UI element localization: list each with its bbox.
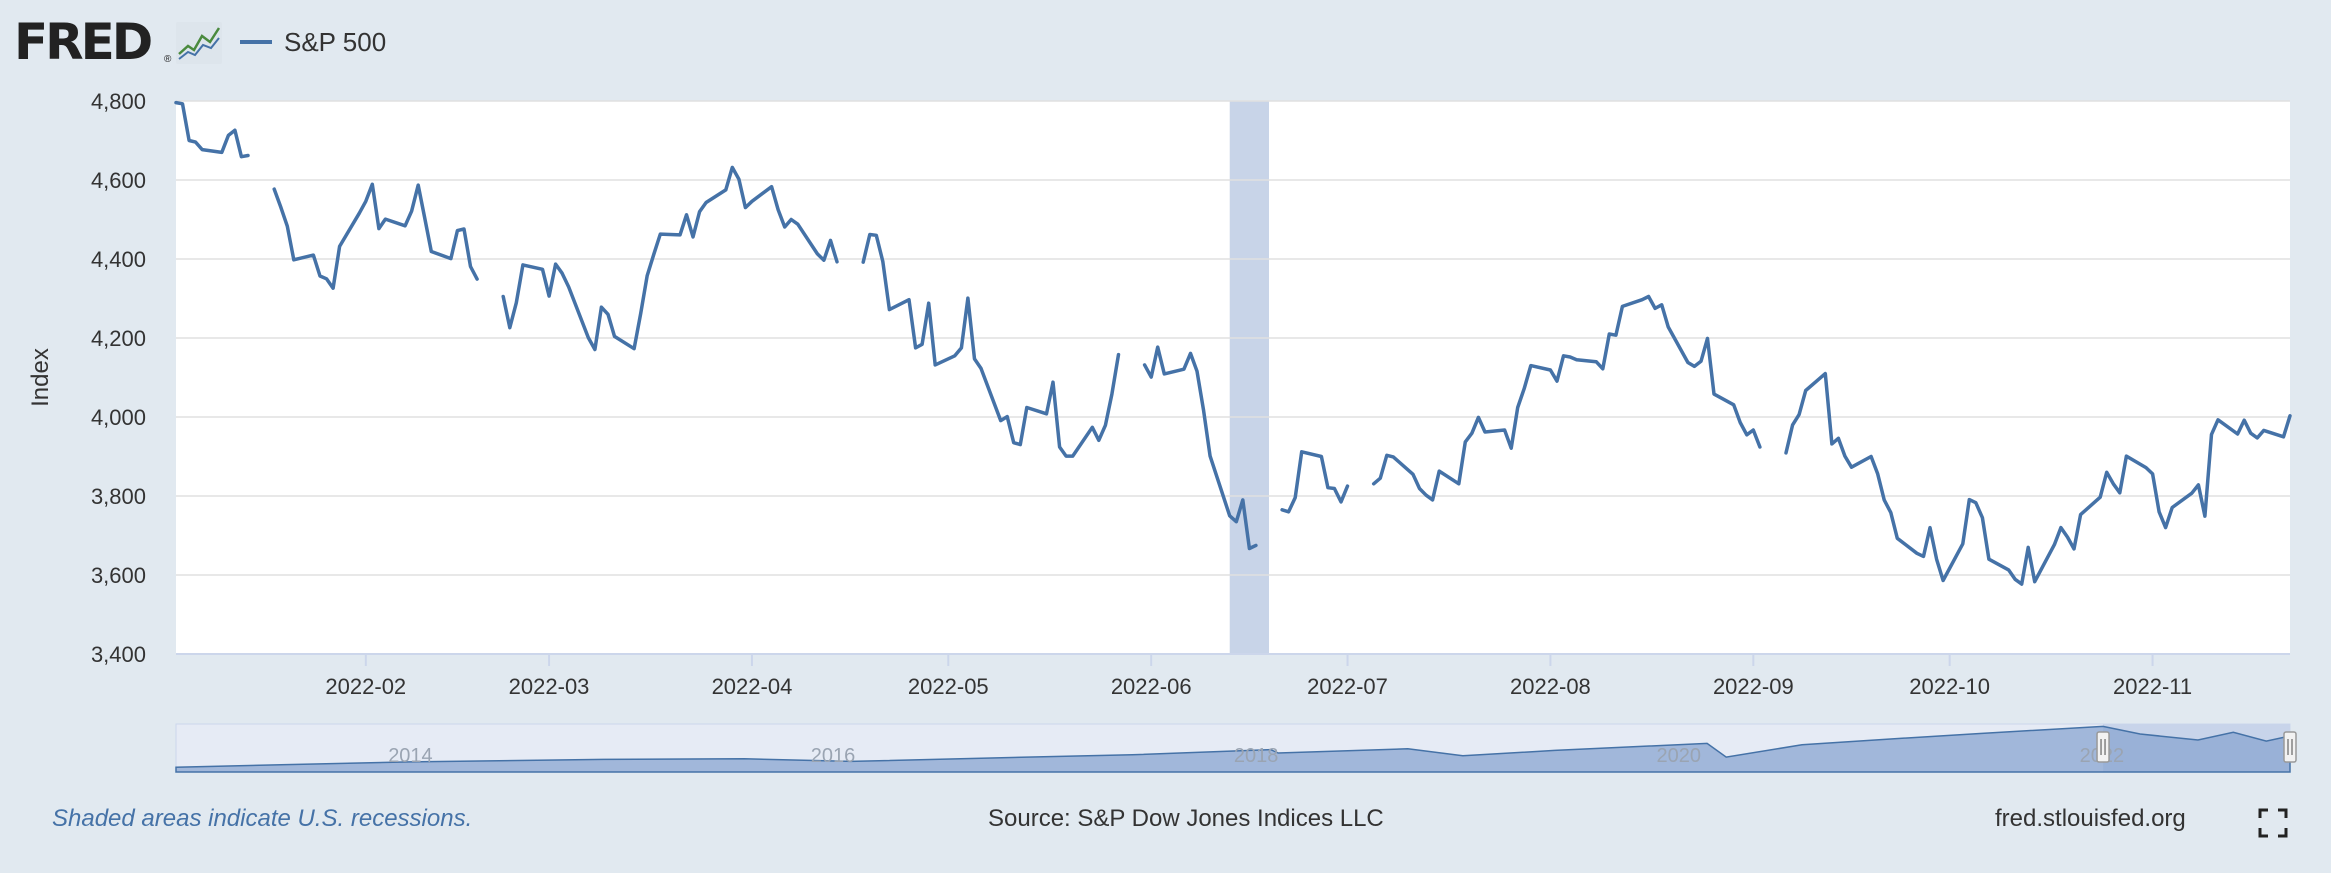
series-line-segment bbox=[501, 165, 839, 352]
y-tick-label: 4,000 bbox=[91, 405, 146, 430]
source-note: Source: S&P Dow Jones Indices LLC bbox=[988, 805, 1384, 832]
x-tick-label: 2022-06 bbox=[1111, 674, 1192, 699]
navigator-handle[interactable] bbox=[2283, 731, 2297, 763]
x-tick-label: 2022-10 bbox=[1909, 674, 1990, 699]
navigator-tick-label: 2018 bbox=[1234, 745, 1279, 767]
y-tick-label: 4,200 bbox=[91, 326, 146, 351]
series-line-segment bbox=[1280, 450, 1350, 514]
x-tick-label: 2022-08 bbox=[1510, 674, 1591, 699]
chart-spark-icon bbox=[176, 22, 222, 64]
series-line-segment bbox=[1371, 294, 1762, 502]
series-line-segment bbox=[1784, 371, 2292, 586]
x-tick-label: 2022-09 bbox=[1713, 674, 1794, 699]
navigator-handle[interactable] bbox=[2096, 731, 2110, 763]
navigator-tick-label: 2020 bbox=[1656, 745, 1701, 767]
fred-registered-mark: ® bbox=[164, 54, 172, 65]
series-line-segment bbox=[861, 232, 1121, 458]
x-tick-label: 2022-02 bbox=[325, 674, 406, 699]
chart-legend[interactable]: S&P 500 bbox=[240, 22, 386, 62]
x-tick-label: 2022-05 bbox=[908, 674, 989, 699]
navigator-series bbox=[175, 725, 2291, 773]
navigator-tick-label: 2016 bbox=[811, 745, 856, 767]
x-tick-label: 2022-04 bbox=[712, 674, 793, 699]
x-tick-label: 2022-07 bbox=[1307, 674, 1388, 699]
legend-label: S&P 500 bbox=[284, 26, 387, 57]
legend-swatch bbox=[240, 40, 272, 44]
fred-logo[interactable]: FRED bbox=[14, 13, 153, 71]
series-line-segment bbox=[272, 182, 479, 290]
y-tick-label: 3,800 bbox=[91, 484, 146, 509]
navigator-tick-label: 2014 bbox=[388, 745, 433, 767]
y-tick-label: 4,600 bbox=[91, 168, 146, 193]
y-tick-label: 3,600 bbox=[91, 563, 146, 588]
site-link[interactable]: fred.stlouisfed.org bbox=[1995, 805, 2186, 832]
series-line-segment bbox=[174, 100, 250, 159]
series-line-segment bbox=[1142, 345, 1258, 551]
y-tick-label: 4,800 bbox=[91, 89, 146, 114]
chart-header: FRED ® S&P 500 bbox=[0, 0, 2331, 90]
recession-note: Shaded areas indicate U.S. recessions. bbox=[52, 805, 473, 832]
x-tick-label: 2022-11 bbox=[2113, 674, 2192, 699]
fullscreen-icon[interactable] bbox=[2258, 808, 2288, 838]
y-axis-title: Index bbox=[27, 348, 54, 407]
recession-band bbox=[1229, 101, 1269, 654]
chart-svg[interactable]: 3,400 3,600 3,800 4,000 4,200 4,400 4,600 4,800… bbox=[0, 0, 2331, 790]
y-tick-label: 3,400 bbox=[91, 642, 146, 667]
y-tick-label: 4,400 bbox=[91, 247, 146, 272]
x-tick-label: 2022-03 bbox=[509, 674, 590, 699]
